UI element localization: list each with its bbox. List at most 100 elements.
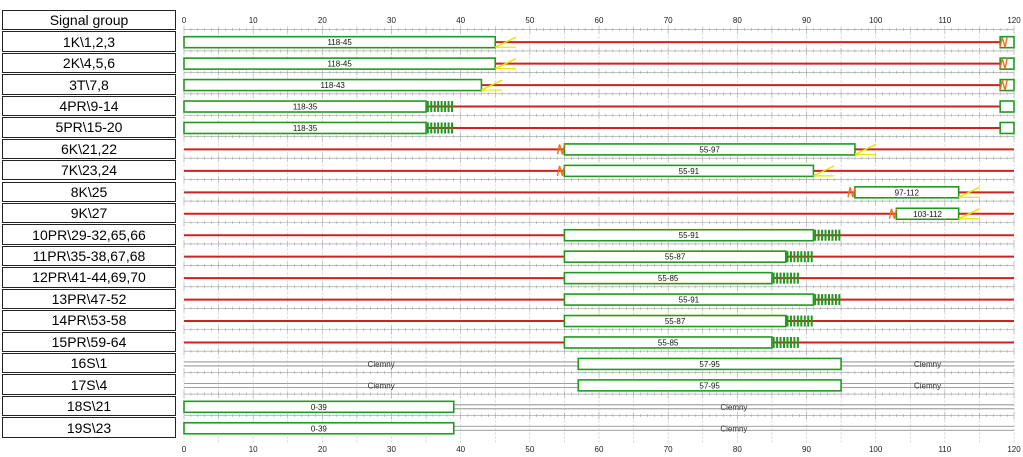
green-signal-box — [183, 121, 427, 135]
x-tick-label-bottom: 50 — [525, 445, 534, 454]
flashing-green-bar — [433, 122, 436, 134]
flashing-green-bar — [821, 294, 824, 306]
flashing-green-bar — [793, 272, 796, 284]
flashing-green-bar — [789, 251, 792, 263]
x-tick-label-bottom: 70 — [664, 445, 673, 454]
green-interval-label: 0-39 — [311, 424, 328, 433]
green-interval-label: 55-91 — [679, 231, 700, 240]
flashing-green-bar — [803, 251, 806, 263]
green-signal-box — [999, 121, 1015, 135]
flashing-green-bar — [831, 294, 834, 306]
flashing-green-bar — [786, 251, 789, 263]
flashing-green-bar — [793, 251, 796, 263]
signal-group-name: 18S\21 — [2, 395, 176, 417]
green-interval-label: 55-85 — [658, 274, 679, 283]
x-tick-label-bottom: 110 — [938, 445, 951, 454]
flashing-green-bar — [779, 336, 782, 348]
green-signal-box — [895, 207, 960, 221]
signal-group-name: 10PR\29-32,65,66 — [2, 224, 176, 245]
green-signal-box — [183, 400, 455, 414]
signal-group-name: 13PR\47-52 — [2, 288, 176, 310]
x-tick-label-top: 110 — [938, 16, 951, 25]
flashing-green-bar — [426, 101, 429, 113]
amber-transition — [854, 143, 876, 156]
red-amber-marker — [556, 144, 566, 155]
flashing-green-bar — [814, 294, 817, 306]
green-signal-box — [999, 35, 1015, 49]
flashing-green-bar — [817, 294, 820, 306]
flashing-green-bar — [786, 336, 789, 348]
flashing-green-bar — [821, 229, 824, 241]
flashing-green-bar — [824, 229, 827, 241]
signal-group-name: 14PR\53-58 — [2, 310, 176, 331]
signal-group-name: 5PR\15-20 — [2, 117, 176, 138]
signal-group-name: 8K\25 — [2, 181, 176, 202]
signal-group-name: 19S\23 — [2, 417, 176, 438]
x-tick-label-bottom: 30 — [387, 445, 396, 454]
flashing-green-bar — [437, 122, 440, 134]
x-tick-label-bottom: 0 — [182, 445, 187, 454]
green-signal-box — [183, 57, 497, 70]
green-interval-label: 118-45 — [327, 38, 352, 47]
signal-group-name: 17S\4 — [2, 374, 176, 395]
signal-group-header: Signal group — [2, 10, 176, 31]
green-signal-box — [999, 57, 1015, 70]
green-signal-box — [563, 314, 787, 328]
green-interval-label: 55-85 — [658, 338, 679, 347]
flashing-green-bar — [831, 229, 834, 241]
signal-group-name: 3T\7,8 — [2, 74, 176, 95]
green-interval-label: 57-95 — [699, 381, 720, 390]
red-amber-marker — [888, 208, 898, 219]
green-interval-label: 55-87 — [665, 317, 686, 326]
x-tick-label-top: 90 — [802, 16, 811, 25]
red-amber-marker — [847, 187, 856, 198]
x-tick-label-bottom: 60 — [595, 445, 604, 454]
x-tick-label-bottom: 40 — [456, 445, 465, 454]
x-tick-label-top: 50 — [525, 16, 534, 25]
flashing-green-bar — [803, 315, 806, 327]
flashing-green-bar — [789, 272, 792, 284]
signal-group-name: 6K\21,22 — [2, 138, 176, 160]
green-signal-box — [563, 293, 815, 306]
amber-transition — [958, 186, 980, 199]
flashing-green-bar — [810, 251, 813, 263]
green-interval-label: 55-91 — [679, 296, 700, 305]
signal-group-name: 1K\1,2,3 — [2, 31, 176, 52]
amber-transition — [494, 57, 517, 70]
x-tick-label-bottom: 80 — [733, 445, 742, 454]
amber-transition — [958, 208, 980, 220]
flashing-green-bar — [776, 336, 779, 348]
signal-group-list: Signal group 1K\1,2,3 2K\4,5,6 3T\7,8 4PR\9… — [2, 10, 176, 439]
x-tick-label-top: 80 — [733, 16, 742, 25]
flashing-green-bar — [796, 251, 799, 263]
flashing-green-bar — [807, 315, 810, 327]
green-signal-box — [563, 143, 856, 156]
x-tick-label-top: 40 — [456, 16, 465, 25]
dark-label: Ciemny — [914, 381, 941, 390]
flashing-green-bar — [793, 315, 796, 327]
flashing-green-bar — [834, 229, 837, 241]
flashing-green-bar — [786, 272, 789, 284]
flashing-green-bar — [827, 294, 830, 306]
flashing-green-bar — [440, 101, 443, 113]
amber-transition — [813, 165, 835, 177]
signal-group-name: 16S\1 — [2, 353, 176, 374]
red-amber-marker — [556, 165, 566, 177]
x-tick-label-top: 60 — [595, 16, 604, 25]
flashing-green-bar — [447, 101, 450, 113]
signal-group-name: 2K\4,5,6 — [2, 52, 176, 74]
green-signal-box — [563, 164, 815, 178]
flashing-green-bar — [793, 336, 796, 348]
x-tick-label-bottom: 20 — [318, 445, 327, 454]
flashing-green-bar — [824, 294, 827, 306]
flashing-green-bar — [444, 101, 447, 113]
green-signal-box — [999, 78, 1015, 92]
signal-group-name: 12PR\41-44,69,70 — [2, 267, 176, 288]
dark-label: Ciemny — [720, 424, 747, 433]
flashing-green-bar — [430, 101, 433, 113]
green-signal-box — [563, 250, 787, 263]
red-amber-marker — [999, 79, 1008, 91]
flashing-green-bar — [772, 272, 775, 284]
green-signal-box — [577, 357, 842, 371]
flashing-green-bar — [437, 101, 440, 113]
